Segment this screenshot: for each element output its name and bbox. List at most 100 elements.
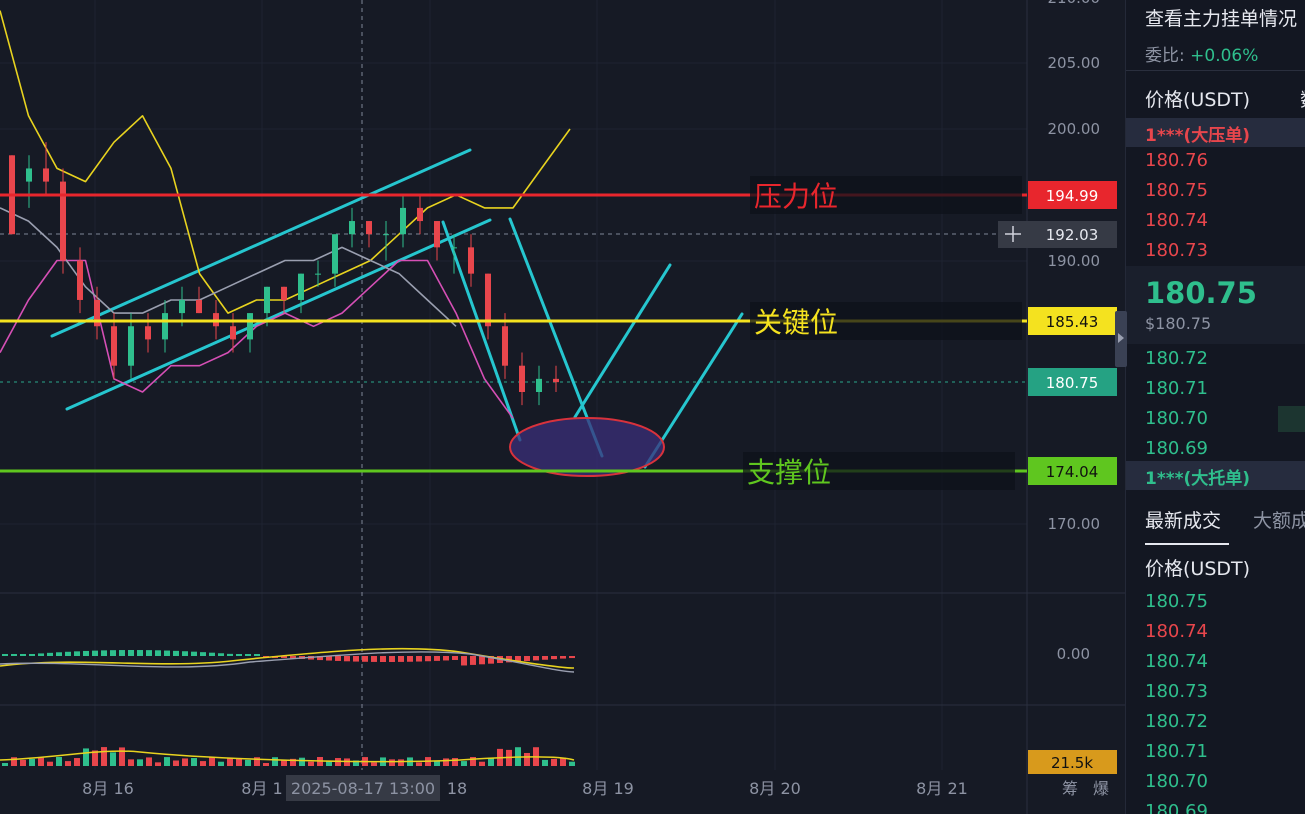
level-label: 支撑位 xyxy=(747,456,831,489)
big-ask-label[interactable]: 1***(大压单) xyxy=(1145,126,1251,146)
trend-line xyxy=(50,148,472,338)
big-ask-band xyxy=(1126,118,1305,147)
candles xyxy=(9,142,559,406)
target-zone-ellipse xyxy=(509,417,665,477)
volume-bar xyxy=(560,757,566,766)
grid xyxy=(0,0,1125,814)
price-chart[interactable]: 压力位 194.99 关键位 185.43 支撑位 174.04 205.00 200.00… xyxy=(0,0,1125,814)
big-bid-label[interactable]: 1***(大托单) xyxy=(1145,469,1251,489)
macd-bar xyxy=(524,656,530,662)
level-price-text: 194.99 xyxy=(1046,187,1099,205)
ratio-row: 委比: +0.06% xyxy=(1145,41,1258,66)
macd-bar xyxy=(479,656,485,665)
volume-bar xyxy=(11,757,17,766)
volume-bar xyxy=(92,750,98,766)
candle-body xyxy=(519,365,525,392)
candle-body xyxy=(196,299,202,314)
candle-body xyxy=(417,207,423,222)
trade-row: 180.75 xyxy=(1145,591,1208,612)
volume-bar xyxy=(479,761,485,766)
volume-bar xyxy=(263,762,269,766)
candle-body xyxy=(349,221,355,235)
volume-bar xyxy=(155,762,161,766)
macd-bar xyxy=(542,656,548,660)
macd-line xyxy=(0,647,575,669)
candle-body xyxy=(553,378,559,383)
volume-bar xyxy=(416,762,422,766)
tab-large-trades[interactable]: 大额成 xyxy=(1253,510,1305,532)
volume-bar xyxy=(299,757,305,766)
candle-body xyxy=(298,273,304,300)
orderbook-title[interactable]: 查看主力挂单情况 xyxy=(1145,8,1298,30)
ask-row[interactable]: 180.73 xyxy=(1145,240,1208,261)
macd-bar xyxy=(362,656,368,662)
macd-bar xyxy=(254,654,260,656)
macd-bar xyxy=(119,650,125,656)
tab-underline xyxy=(1145,543,1229,545)
candle-body xyxy=(536,378,542,392)
macd-bar xyxy=(560,656,566,659)
volume-bar xyxy=(119,747,125,766)
ask-row[interactable]: 180.76 xyxy=(1145,150,1208,171)
trades-col-header: 价格(USDT) xyxy=(1145,558,1251,580)
last-price: 180.75 xyxy=(1145,276,1257,310)
chart-area[interactable]: 压力位 194.99 关键位 185.43 支撑位 174.04 205.00 200.00… xyxy=(0,0,1125,814)
candle-body xyxy=(468,247,474,274)
trade-row: 180.71 xyxy=(1145,741,1208,762)
macd-bar xyxy=(407,656,413,662)
liquidation-tab: 爆 xyxy=(1093,779,1109,798)
volume-bar xyxy=(290,758,296,766)
trend-channel xyxy=(50,148,744,469)
level-price-tag xyxy=(1028,457,1117,485)
bid-row[interactable]: 180.71 xyxy=(1145,378,1208,399)
y-tick-label: 190.00 xyxy=(1048,252,1101,270)
volume-tag-text: 21.5k xyxy=(1051,754,1093,772)
candle-body xyxy=(434,221,440,248)
macd-bar xyxy=(416,656,422,662)
macd-bar xyxy=(38,653,44,656)
trade-row: 180.74 xyxy=(1145,651,1208,672)
trade-row: 180.74 xyxy=(1145,621,1208,642)
bid-row[interactable]: 180.72 xyxy=(1145,348,1208,369)
ask-row[interactable]: 180.74 xyxy=(1145,210,1208,231)
level-label-bg xyxy=(750,302,1022,340)
col-header-qty: 数 xyxy=(1300,85,1305,112)
bid-row[interactable]: 180.69 xyxy=(1145,438,1208,459)
volume-bar xyxy=(227,757,233,766)
trade-row: 180.69 xyxy=(1145,801,1208,814)
macd-bar xyxy=(11,654,17,656)
volume-bar xyxy=(191,758,197,766)
trade-row: 180.70 xyxy=(1145,771,1208,792)
macd-bar xyxy=(344,656,350,662)
moving-averages xyxy=(0,10,571,419)
macd-bar xyxy=(137,650,143,656)
volume-bar xyxy=(281,759,287,766)
last-price-usd: $180.75 xyxy=(1145,314,1212,333)
ask-row[interactable]: 180.75 xyxy=(1145,180,1208,201)
candle-body xyxy=(332,234,338,274)
macd-bar xyxy=(164,650,170,656)
candle-body xyxy=(162,313,168,340)
crosshair-date-text: 2025-08-17 13:00 xyxy=(291,779,435,798)
candle-body xyxy=(264,286,270,314)
macd-bar xyxy=(470,656,476,665)
level-price-text: 185.43 xyxy=(1046,313,1099,331)
macd-bar xyxy=(434,656,440,661)
level-price-tag xyxy=(1028,307,1117,335)
volume-bar xyxy=(434,760,440,766)
volume-bar xyxy=(65,761,71,766)
volume-bar xyxy=(182,758,188,766)
candle-body xyxy=(43,168,49,182)
macd-bar xyxy=(29,654,35,656)
bid-row[interactable]: 180.70 xyxy=(1145,408,1208,429)
y-axis: 205.00 200.00 190.00 170.00 210.00 0.00 192.03… xyxy=(998,0,1117,663)
panel-collapse-handle[interactable] xyxy=(1115,311,1127,367)
tab-latest-trades[interactable]: 最新成交 xyxy=(1145,510,1222,532)
volume-bar xyxy=(488,757,494,766)
volume-bar xyxy=(56,757,62,766)
volume-bar xyxy=(29,758,35,766)
macd-bar xyxy=(110,650,116,656)
trend-line xyxy=(441,220,522,442)
trade-row: 180.73 xyxy=(1145,681,1208,702)
macd-bar xyxy=(146,650,152,656)
